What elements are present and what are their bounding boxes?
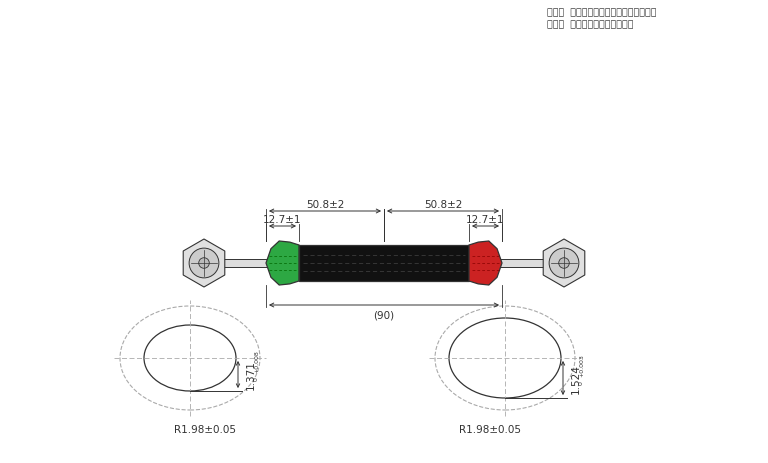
Text: 1.524: 1.524	[571, 363, 581, 393]
Polygon shape	[543, 239, 584, 288]
Text: 50.8±2: 50.8±2	[424, 200, 462, 210]
FancyBboxPatch shape	[497, 259, 544, 268]
Text: 50.8±2: 50.8±2	[306, 200, 344, 210]
Text: +0.008: +0.008	[254, 350, 259, 373]
Text: 注２）  製造番号を刺印すること: 注２） 製造番号を刺印すること	[547, 20, 634, 29]
Text: 注１）  取手部はアルミビンバイスを使用: 注１） 取手部はアルミビンバイスを使用	[547, 8, 657, 17]
Text: 0: 0	[579, 380, 584, 384]
FancyBboxPatch shape	[222, 259, 269, 268]
Circle shape	[549, 249, 579, 278]
Text: 12.7±1: 12.7±1	[466, 214, 505, 225]
Polygon shape	[266, 242, 299, 285]
Text: R1.98±0.05: R1.98±0.05	[174, 424, 236, 434]
Circle shape	[199, 258, 209, 269]
Text: +0.003: +0.003	[579, 353, 584, 376]
Text: 1.371: 1.371	[246, 360, 256, 389]
Circle shape	[559, 258, 569, 269]
Text: 0: 0	[254, 377, 259, 381]
Text: 12.7±1: 12.7±1	[263, 214, 302, 225]
FancyBboxPatch shape	[299, 245, 469, 282]
Circle shape	[189, 249, 219, 278]
Polygon shape	[184, 239, 225, 288]
Text: R1.98±0.05: R1.98±0.05	[459, 424, 521, 434]
Polygon shape	[469, 242, 502, 285]
Text: (90): (90)	[373, 309, 395, 319]
